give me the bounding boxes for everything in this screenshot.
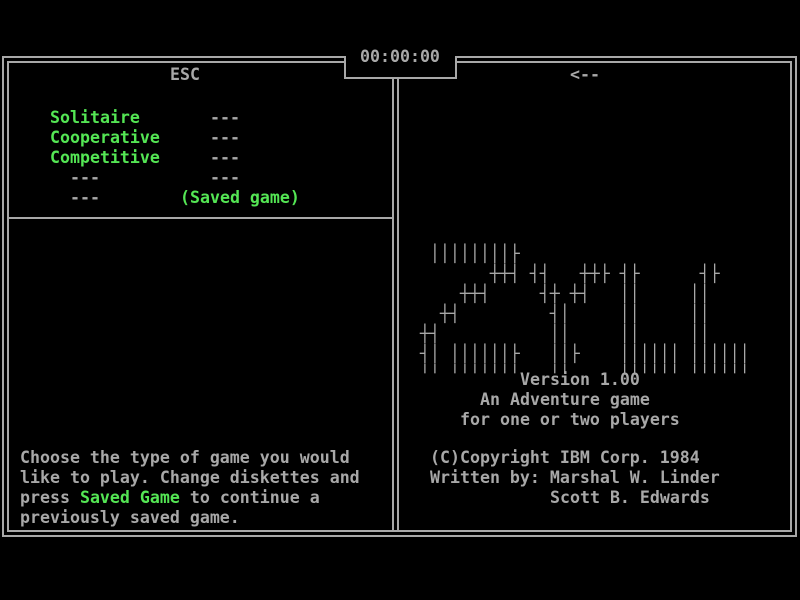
instructions-line-3: press Saved Game to continue a: [20, 488, 320, 508]
esc-key-label: ESC: [170, 65, 200, 84]
timer-box-left-edge: [344, 56, 346, 79]
saved-game-highlight: Saved Game: [79, 488, 180, 507]
menu-item-solitaire-status: ---: [210, 108, 240, 127]
menu-item-competitive-status: ---: [210, 148, 240, 167]
instructions-line-3-prefix: press: [20, 488, 80, 507]
menu-item-competitive[interactable]: Competitive: [50, 148, 160, 167]
menu-item-solitaire[interactable]: Solitaire: [50, 108, 140, 127]
border-top-outer-left: [2, 56, 345, 58]
border-bottom-outer: [2, 535, 797, 537]
tagline-text-1: An Adventure game: [480, 390, 650, 409]
menu-item-empty-1-status: ---: [210, 168, 240, 187]
border-top-inner-left: [7, 61, 345, 63]
menu-item-cooperative-status: ---: [210, 128, 240, 147]
panel-divider-right-line: [397, 77, 399, 532]
menu-item-empty-1: ---: [50, 168, 100, 187]
instructions-line-3-suffix: to continue a: [179, 488, 320, 507]
instructions-line-1: Choose the type of game you would: [20, 448, 350, 467]
panel-divider-left-line: [392, 77, 394, 532]
border-left-outer: [2, 56, 4, 537]
border-bottom-inner: [7, 530, 792, 532]
instructions-line-4: previously saved game.: [20, 508, 240, 527]
copyright-text: (C)Copyright IBM Corp. 1984: [430, 448, 700, 467]
credits-text-1: Written by: Marshal W. Linder: [430, 468, 720, 487]
menu-section-divider: [9, 217, 392, 219]
menu-item-cooperative[interactable]: Cooperative: [50, 128, 160, 147]
border-top-inner-right: [456, 61, 792, 63]
tagline-text-2: for one or two players: [460, 410, 680, 429]
border-right-inner: [790, 61, 792, 532]
border-top-outer-right: [456, 56, 797, 58]
timer-box-right-edge: [455, 56, 457, 79]
timer-display: 00:00:00: [360, 47, 440, 66]
credits-text-2: Scott B. Edwards: [550, 488, 710, 507]
border-left-inner: [7, 61, 9, 532]
instructions-line-2: like to play. Change diskettes and: [20, 468, 360, 487]
version-text: Version 1.00: [520, 370, 640, 389]
back-arrow-label: <--: [570, 65, 600, 84]
menu-item-saved-game[interactable]: (Saved game): [180, 188, 300, 207]
timer-box-bottom-edge: [344, 77, 457, 79]
menu-item-empty-2: ---: [50, 188, 100, 207]
zyll-ascii-logo: ││││││││├ ┼┼┤ ┤┤ ┼┼├ ┤├ ┤├ ┼┼┤ ┤┼ ┼┤ ││ …: [420, 244, 750, 383]
border-right-outer: [795, 56, 797, 537]
